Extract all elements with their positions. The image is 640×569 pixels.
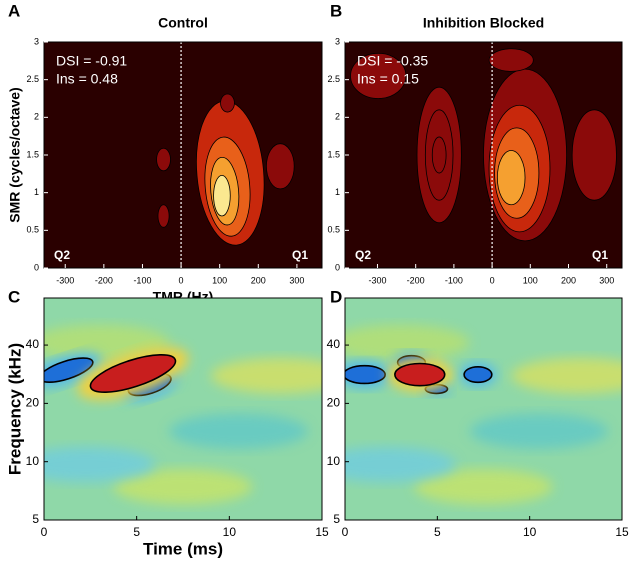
field-blob xyxy=(394,362,446,387)
quadrant-label: Q2 xyxy=(355,248,371,262)
y-tick-label: 0 xyxy=(335,262,340,272)
texture xyxy=(511,357,622,394)
y-axis-label: SMR (cycles/octave) xyxy=(7,87,23,222)
texture xyxy=(414,468,553,505)
y-tick-label: 5 xyxy=(333,512,340,526)
x-tick-label: 200 xyxy=(251,275,266,285)
annotation: Ins = 0.48 xyxy=(56,71,118,87)
texture xyxy=(169,413,309,449)
y-tick-label: 1 xyxy=(34,187,39,197)
contour-region xyxy=(220,93,235,113)
contour-region xyxy=(156,147,171,172)
panel-label: B xyxy=(330,1,342,20)
panel-label: A xyxy=(8,1,20,20)
contour-region xyxy=(265,143,295,190)
axes-frame xyxy=(344,297,623,521)
y-tick-label: 40 xyxy=(327,337,341,351)
field-blob xyxy=(44,357,94,383)
field-blob xyxy=(89,353,177,393)
y-tick-label: 0.5 xyxy=(26,225,39,235)
y-axis-label: Frequency (kHz) xyxy=(5,343,24,475)
panel-label: C xyxy=(8,287,20,306)
x-tick-label: 0 xyxy=(41,525,48,539)
x-tick-label: -100 xyxy=(133,275,151,285)
plot-area xyxy=(345,298,622,520)
y-tick-label: 40 xyxy=(26,337,40,351)
contour-region xyxy=(488,48,534,72)
y-tick-label: 20 xyxy=(26,396,40,410)
contour-region xyxy=(571,109,617,201)
contour-region xyxy=(213,174,231,217)
y-tick-label: 2 xyxy=(335,112,340,122)
chart-title: Inhibition Blocked xyxy=(423,15,544,31)
plot-area xyxy=(44,298,322,520)
x-tick-label: -200 xyxy=(95,275,113,285)
contour-region xyxy=(496,150,526,206)
x-tick-label: 5 xyxy=(434,525,441,539)
annotation: DSI = -0.91 xyxy=(56,53,127,69)
y-tick-label: 0.5 xyxy=(327,225,340,235)
y-tick-label: 5 xyxy=(32,512,39,526)
chart-title: Control xyxy=(158,15,208,31)
contour-region xyxy=(157,204,170,228)
field-blob xyxy=(463,366,493,384)
y-tick-label: 1.5 xyxy=(26,149,39,159)
x-tick-label: 300 xyxy=(289,275,304,285)
plot-area xyxy=(345,42,622,268)
y-tick-label: 0 xyxy=(34,262,39,272)
y-tick-label: 1.5 xyxy=(327,149,340,159)
quadrant-label: Q1 xyxy=(592,248,608,262)
y-tick-label: 10 xyxy=(327,454,341,468)
x-tick-label: 100 xyxy=(212,275,227,285)
contour-region xyxy=(350,52,407,99)
texture xyxy=(469,413,609,449)
texture xyxy=(44,324,170,361)
x-tick-label: 5 xyxy=(133,525,140,539)
texture xyxy=(113,468,253,505)
x-tick-label: 15 xyxy=(315,525,329,539)
quadrant-label: Q1 xyxy=(292,248,308,262)
x-tick-label: 0 xyxy=(490,275,495,285)
x-tick-label: -200 xyxy=(407,275,425,285)
texture xyxy=(210,357,322,394)
x-tick-label: 0 xyxy=(179,275,184,285)
y-tick-label: 20 xyxy=(327,396,341,410)
field-blob xyxy=(345,364,386,385)
x-tick-label: -100 xyxy=(445,275,463,285)
x-tick-label: 100 xyxy=(523,275,538,285)
texture xyxy=(345,446,456,483)
x-tick-label: 200 xyxy=(561,275,576,285)
x-axis-label: Time (ms) xyxy=(143,539,223,558)
x-tick-label: 0 xyxy=(342,525,349,539)
plot-area xyxy=(44,42,322,268)
annotation: DSI = -0.35 xyxy=(357,53,428,69)
x-tick-label: -300 xyxy=(368,275,386,285)
x-tick-label: 15 xyxy=(615,525,629,539)
annotation: Ins = 0.15 xyxy=(357,71,419,87)
y-tick-label: 3 xyxy=(34,36,39,46)
y-tick-label: 1 xyxy=(335,187,340,197)
x-tick-label: 300 xyxy=(599,275,614,285)
y-tick-label: 10 xyxy=(26,454,40,468)
x-tick-label: 10 xyxy=(523,525,537,539)
contour-region xyxy=(431,136,447,174)
y-tick-label: 3 xyxy=(335,36,340,46)
texture xyxy=(44,446,156,483)
y-tick-label: 2.5 xyxy=(327,74,340,84)
quadrant-label: Q2 xyxy=(54,248,70,262)
axes-frame xyxy=(43,297,323,521)
y-tick-label: 2.5 xyxy=(26,74,39,84)
y-tick-label: 2 xyxy=(34,112,39,122)
x-tick-label: 10 xyxy=(223,525,237,539)
panel-label: D xyxy=(330,287,342,306)
x-tick-label: -300 xyxy=(56,275,74,285)
texture xyxy=(345,324,470,361)
